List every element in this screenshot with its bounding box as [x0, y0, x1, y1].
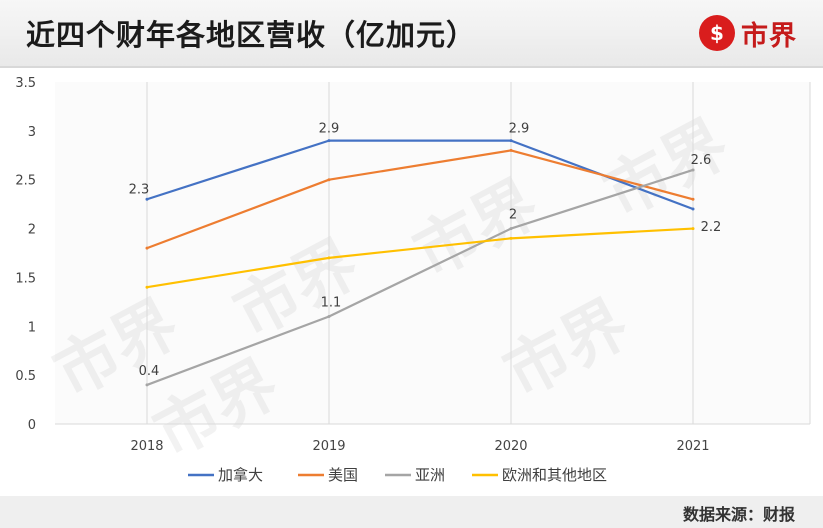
y-tick-label: 0.5: [15, 369, 36, 384]
data-label: 2.3: [129, 182, 150, 197]
data-point: [327, 178, 331, 182]
data-point: [691, 197, 695, 201]
data-point: [691, 168, 695, 172]
brand-logo-icon: $: [699, 15, 735, 51]
data-label: 0.4: [139, 364, 160, 379]
legend-label: 亚洲: [415, 466, 445, 484]
data-point: [509, 227, 513, 231]
data-point: [327, 139, 331, 143]
y-tick-label: 2: [28, 223, 36, 238]
data-point: [145, 383, 149, 387]
y-tick-label: 2.5: [15, 174, 36, 189]
data-point: [145, 246, 149, 250]
chart-header: 近四个财年各地区营收（亿加元） $ 市界: [0, 0, 823, 68]
y-tick-label: 1: [28, 320, 36, 335]
data-label: 2: [509, 208, 517, 223]
legend-label: 美国: [328, 466, 358, 484]
legend-label: 欧洲和其他地区: [502, 466, 607, 484]
data-label: 1.1: [321, 296, 342, 311]
data-point: [509, 148, 513, 152]
data-label: 2.9: [509, 122, 530, 137]
brand-name: 市界: [741, 20, 797, 52]
data-label: 2.9: [319, 122, 340, 137]
data-point: [145, 285, 149, 289]
y-tick-label: 3.5: [15, 76, 36, 91]
data-point: [509, 236, 513, 240]
chart-footer: 数据来源：财报: [0, 496, 823, 528]
series-line-2: [146, 168, 694, 386]
legend-label: 加拿大: [218, 466, 263, 484]
data-label: 2.2: [701, 220, 722, 235]
brand-logo-group: $ 市界: [699, 14, 797, 52]
data-point: [327, 256, 331, 260]
y-tick-label: 1.5: [15, 271, 36, 286]
data-point: [327, 315, 331, 319]
x-tick-label: 2020: [494, 439, 527, 454]
data-label: 2.6: [691, 153, 712, 168]
data-point: [145, 197, 149, 201]
x-tick-label: 2019: [312, 439, 345, 454]
chart-area: 市界 市界 市界 市界 市界 市界 0 0.5 1 1.5 2 2.5 3 3.5 2018 2019 2020…: [0, 68, 823, 496]
series-line-1: [146, 149, 694, 250]
y-tick-label: 3: [28, 125, 36, 140]
data-source: 数据来源：财报: [682, 505, 795, 524]
chart-title: 近四个财年各地区营收（亿加元）: [26, 18, 477, 52]
data-point: [691, 207, 695, 211]
x-tick-label: 2021: [676, 439, 709, 454]
y-tick-label: 0: [28, 418, 36, 433]
x-tick-label: 2018: [130, 439, 163, 454]
series-line-3: [146, 227, 694, 289]
data-point: [509, 139, 513, 143]
plot-background: [55, 82, 810, 424]
data-point: [691, 227, 695, 231]
